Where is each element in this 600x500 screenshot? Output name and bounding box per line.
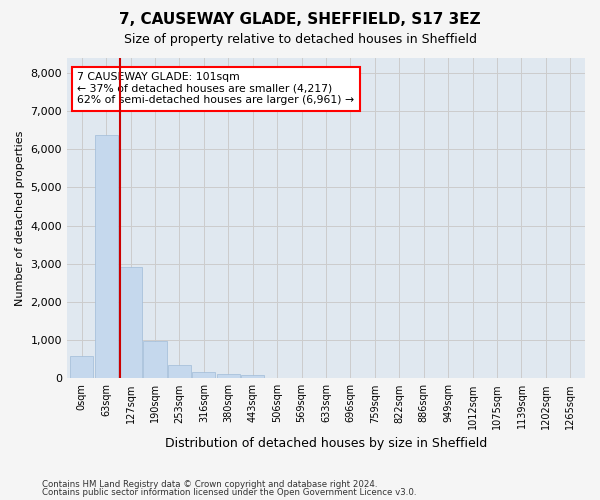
Bar — [217, 374, 240, 378]
Bar — [95, 134, 118, 378]
Bar — [192, 372, 215, 378]
Text: 7 CAUSEWAY GLADE: 101sqm
← 37% of detached houses are smaller (4,217)
62% of sem: 7 CAUSEWAY GLADE: 101sqm ← 37% of detach… — [77, 72, 355, 105]
Bar — [119, 267, 142, 378]
Bar — [168, 364, 191, 378]
Bar — [241, 375, 265, 378]
Text: Size of property relative to detached houses in Sheffield: Size of property relative to detached ho… — [124, 32, 476, 46]
Text: Contains public sector information licensed under the Open Government Licence v3: Contains public sector information licen… — [42, 488, 416, 497]
Text: Contains HM Land Registry data © Crown copyright and database right 2024.: Contains HM Land Registry data © Crown c… — [42, 480, 377, 489]
Text: 7, CAUSEWAY GLADE, SHEFFIELD, S17 3EZ: 7, CAUSEWAY GLADE, SHEFFIELD, S17 3EZ — [119, 12, 481, 28]
Bar — [143, 341, 167, 378]
Y-axis label: Number of detached properties: Number of detached properties — [15, 130, 25, 306]
X-axis label: Distribution of detached houses by size in Sheffield: Distribution of detached houses by size … — [165, 437, 487, 450]
Bar — [70, 356, 94, 378]
